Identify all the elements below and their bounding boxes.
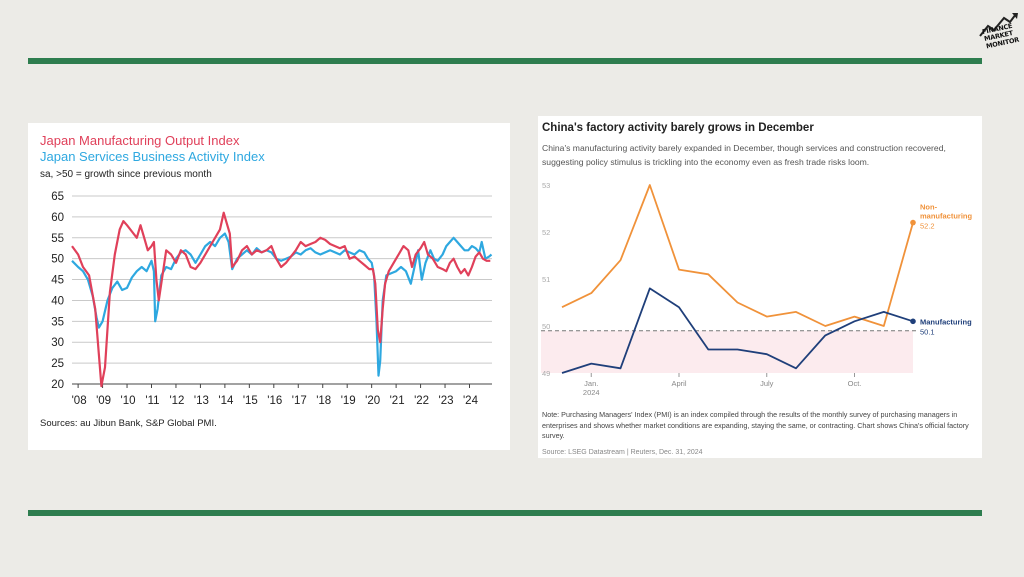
series-end-label: Non- — [920, 203, 938, 212]
x-tick-label: '11 — [145, 395, 159, 407]
y-tick-label: 25 — [51, 358, 64, 370]
chart-subtitle: sa, >50 = growth since previous month — [40, 169, 212, 180]
series-end-value: 50.1 — [920, 327, 935, 336]
chart-title-manufacturing: Japan Manufacturing Output Index — [40, 133, 240, 148]
japan-pmi-panel: Japan Manufacturing Output Index Japan S… — [28, 123, 510, 450]
x-tick-label: '20 — [365, 395, 380, 407]
x-tick-label: '14 — [218, 395, 234, 407]
y-tick-label: 60 — [51, 212, 64, 224]
x-tick-label: '09 — [96, 395, 111, 407]
x-tick-label: '19 — [341, 395, 356, 407]
chart-source: Sources: au Jibun Bank, S&P Global PMI. — [40, 418, 217, 429]
y-tick-label: 55 — [51, 233, 64, 245]
logo: FINANCE MARKET MONITOR — [976, 12, 1020, 52]
y-tick-label: 53 — [542, 181, 550, 190]
series-end-label: manufacturing — [920, 212, 973, 221]
series-end-value: 52.2 — [920, 222, 935, 231]
x-tick-label: April — [671, 379, 686, 388]
x-tick-label: '24 — [463, 395, 479, 407]
series-end-label: Manufacturing — [920, 317, 972, 326]
x-tick-label: '08 — [72, 395, 87, 407]
x-tick-label: '22 — [414, 395, 429, 407]
series-line — [561, 184, 914, 327]
japan-pmi-chart: 20 25 30 35 40 45 50 55 60 65 '08 '09 '10 '11 '12 '13 '1… — [51, 191, 493, 407]
x-tick-label: '21 — [390, 395, 405, 407]
top-divider — [28, 58, 982, 64]
x-tick-label: July — [760, 379, 774, 388]
chart-title-services: Japan Services Business Activity Index — [40, 149, 265, 164]
bottom-divider — [28, 510, 982, 516]
x-tick-label: '18 — [316, 395, 331, 407]
x-tick-label: '23 — [439, 395, 454, 407]
x-tick-label: Oct. — [848, 379, 862, 388]
x-tick-label: 2024 — [583, 388, 600, 397]
chart-title: China's factory activity barely grows in… — [542, 122, 814, 134]
series-end-marker — [910, 219, 916, 226]
x-tick-label: '17 — [292, 395, 307, 407]
series-end-marker — [910, 318, 916, 325]
y-tick-label: 51 — [542, 275, 550, 284]
y-tick-label: 40 — [51, 295, 64, 307]
contraction-zone — [541, 330, 913, 373]
x-tick-label: '13 — [194, 395, 209, 407]
series-line — [71, 232, 493, 377]
x-tick-label: '12 — [169, 395, 184, 407]
y-tick-label: 35 — [51, 316, 64, 328]
y-tick-label: 30 — [51, 337, 64, 349]
x-tick-label: Jan. — [584, 379, 598, 388]
chart-subtitle: China's manufacturing activity barely ex… — [542, 143, 946, 167]
chart-note: Note: Purchasing Managers' Index (PMI) i… — [542, 410, 969, 440]
china-pmi-panel: China's factory activity barely grows in… — [538, 116, 982, 458]
logo-chart-icon — [979, 13, 1018, 37]
y-tick-label: 49 — [542, 369, 550, 378]
y-tick-label: 50 — [51, 254, 64, 266]
y-tick-label: 45 — [51, 275, 64, 287]
chart-source: Source: LSEG Datastream | Reuters, Dec. … — [542, 449, 703, 456]
x-tick-label: '10 — [121, 395, 136, 407]
series-line — [71, 211, 491, 388]
china-pmi-chart: 49 50 51 52 53 Jan.2024 April July Oct. Non-manuf… — [541, 181, 973, 397]
x-tick-label: '15 — [243, 395, 258, 407]
series-line — [561, 287, 914, 374]
x-tick-label: '16 — [267, 395, 282, 407]
y-tick-label: 20 — [51, 379, 64, 391]
y-tick-label: 50 — [542, 322, 550, 331]
y-tick-label: 52 — [542, 228, 550, 237]
y-tick-label: 65 — [51, 191, 64, 203]
